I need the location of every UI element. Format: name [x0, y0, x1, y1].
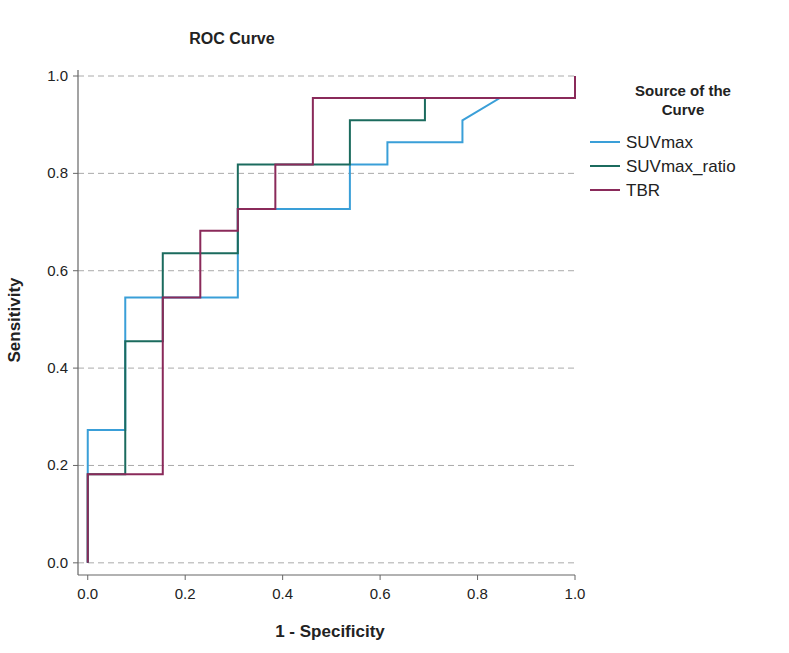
chart: ROC Curve 0.0 0.2 0.4 0.6 0.8 1.0 0.0 0.2 0.4 0.6 0… [0, 0, 789, 653]
x-tick-label: 0.6 [370, 585, 391, 602]
legend-title: Source of the Curve [635, 82, 731, 118]
x-tick-label: 0.0 [77, 585, 98, 602]
grid-line [78, 465, 575, 466]
x-tick-label: 0.4 [272, 585, 293, 602]
y-tick-label: 0.8 [47, 164, 68, 181]
legend-swatch [590, 141, 620, 143]
legend-label: SUVmax_ratio [626, 157, 736, 176]
y-tick-label: 0.6 [47, 262, 68, 279]
x-tick-label: 0.8 [467, 585, 488, 602]
roc-line [88, 76, 575, 563]
y-tick [73, 270, 78, 271]
legend-label: SUVmax [626, 133, 694, 152]
y-axis-label: Sensitivity [5, 277, 24, 363]
legend-swatch [590, 189, 620, 191]
grid-line [78, 562, 575, 563]
x-axis [78, 574, 575, 575]
series-group [88, 76, 575, 563]
y-axis [77, 70, 78, 575]
y-tick-label: 0.4 [47, 359, 68, 376]
x-tick [477, 575, 478, 580]
y-tick [73, 368, 78, 369]
legend-title-line: Source of the [635, 82, 731, 99]
roc-line [88, 76, 575, 563]
grid-line [78, 368, 575, 369]
y-tick [73, 562, 78, 563]
y-tick [73, 465, 78, 466]
grid-line [78, 76, 575, 77]
legend-title-line: Curve [662, 101, 705, 118]
y-tick-label: 1.0 [47, 67, 68, 84]
roc-line [88, 76, 575, 563]
legend-label: TBR [626, 181, 660, 200]
x-tick [87, 575, 88, 580]
grid-line [78, 270, 575, 271]
x-tick-label: 1.0 [565, 585, 586, 602]
y-tick [73, 173, 78, 174]
y-tick-label: 0.2 [47, 456, 68, 473]
x-tick [380, 575, 381, 580]
title: ROC Curve [189, 30, 274, 47]
x-axis-label: 1 - Specificity [275, 622, 385, 641]
legend-swatch [590, 165, 620, 167]
x-tick [575, 575, 576, 580]
y-tick [73, 76, 78, 77]
x-tick [185, 575, 186, 580]
x-tick [282, 575, 283, 580]
x-tick-label: 0.2 [175, 585, 196, 602]
y-tick-label: 0.0 [47, 554, 68, 571]
grid-line [78, 173, 575, 174]
